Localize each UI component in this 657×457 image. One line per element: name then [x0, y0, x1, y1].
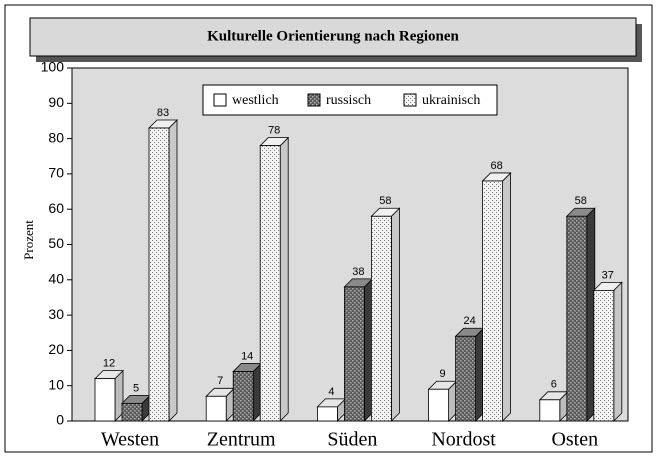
- bar: [259, 145, 281, 422]
- data-label: 58: [379, 195, 391, 207]
- bar: [566, 215, 588, 422]
- legend: [202, 84, 498, 116]
- bar-side: [502, 171, 512, 422]
- x-tick-label: Nordost: [431, 429, 496, 451]
- data-label: 24: [463, 315, 475, 327]
- bar: [205, 395, 227, 422]
- legend-label: russisch: [326, 93, 371, 108]
- legend-swatch: [403, 93, 417, 107]
- y-axis-label: Prozent: [21, 220, 36, 260]
- legend-label: westlich: [232, 93, 279, 108]
- data-label: 83: [157, 107, 169, 119]
- data-label: 38: [352, 266, 364, 278]
- y-tick-label: 40: [48, 271, 64, 287]
- data-label: 68: [490, 160, 502, 172]
- bar-side: [613, 281, 623, 422]
- x-tick-label: Süden: [327, 429, 377, 451]
- y-tick-label: 100: [41, 59, 65, 75]
- bar-side: [279, 136, 289, 422]
- y-tick-label: 20: [48, 341, 64, 357]
- data-label: 37: [602, 269, 614, 281]
- data-label: 78: [268, 125, 280, 137]
- bar: [593, 289, 615, 422]
- y-tick-label: 10: [48, 376, 64, 392]
- chart-title: Kulturelle Orientierung nach Regionen: [207, 28, 459, 44]
- data-label: 5: [133, 382, 139, 394]
- bar: [316, 406, 338, 422]
- data-label: 14: [241, 350, 253, 362]
- data-label: 9: [440, 368, 446, 380]
- y-tick-label: 80: [48, 129, 64, 145]
- bar-side: [168, 119, 178, 422]
- bar: [148, 127, 170, 422]
- y-tick-label: 50: [48, 235, 64, 251]
- data-label: 58: [575, 195, 587, 207]
- y-tick-label: 30: [48, 306, 64, 322]
- bar: [539, 399, 561, 422]
- bar: [482, 180, 504, 422]
- legend-label: ukrainisch: [422, 93, 480, 108]
- x-tick-label: Osten: [551, 429, 598, 451]
- bar: [455, 335, 477, 422]
- bar: [428, 388, 450, 422]
- y-tick-label: 90: [48, 94, 64, 110]
- bar: [94, 378, 116, 422]
- legend-swatch: [307, 93, 321, 107]
- data-label: 4: [328, 386, 334, 398]
- data-label: 6: [551, 379, 557, 391]
- bar: [343, 286, 365, 422]
- data-label: 7: [217, 375, 223, 387]
- title-box: [29, 17, 637, 57]
- y-tick-label: 60: [48, 200, 64, 216]
- bar-side: [390, 207, 400, 422]
- y-tick-label: 0: [56, 412, 64, 428]
- legend-swatch: [213, 93, 227, 107]
- data-label: 12: [103, 358, 115, 370]
- bar: [370, 215, 392, 422]
- y-tick-label: 70: [48, 165, 64, 181]
- bar: [121, 402, 143, 422]
- x-tick-label: Westen: [101, 429, 159, 451]
- x-tick-label: Zentrum: [207, 429, 276, 451]
- bar: [232, 371, 254, 422]
